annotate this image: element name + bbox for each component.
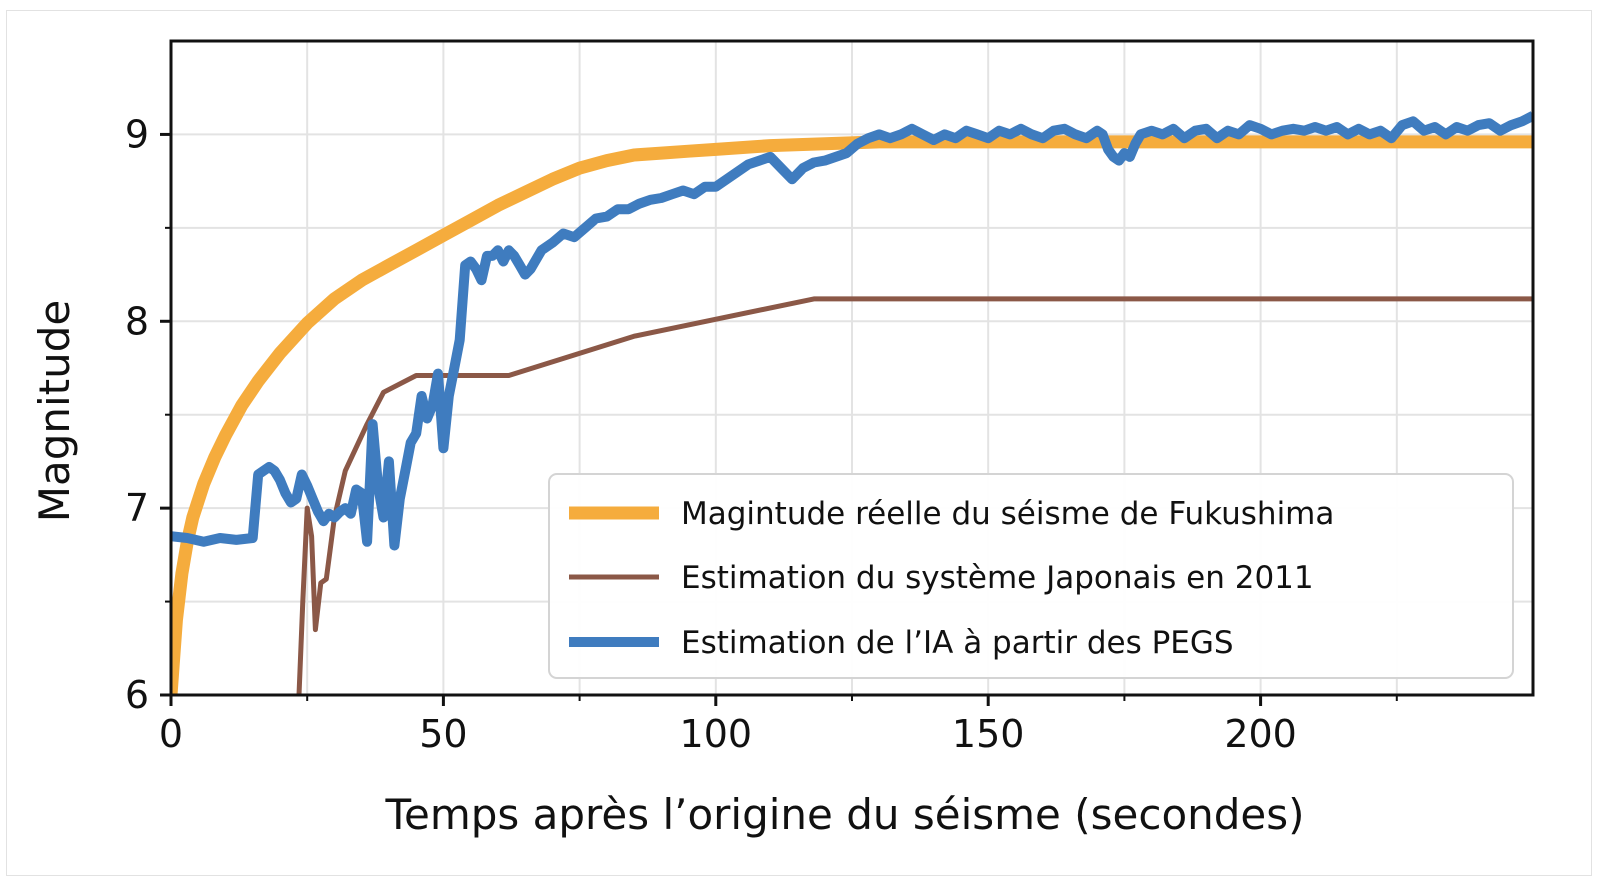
y-tick-label: 6 [125, 673, 149, 717]
tick-labels: 0 50 100 150 200 6 7 8 9 [125, 112, 1297, 756]
legend-label: Estimation de l’IA à partir des PEGS [681, 625, 1234, 661]
y-tick-label: 7 [125, 486, 149, 530]
ticks [160, 132, 1398, 706]
legend-item-japan-estimate: Estimation du système Japonais en 2011 [569, 560, 1314, 596]
legend: Magintude réelle du séisme de Fukushima E… [548, 473, 1514, 679]
x-tick-label: 50 [419, 712, 467, 756]
series-line-ai-estimate [171, 111, 1533, 551]
line-chart: 0 50 100 150 200 6 7 8 9 Temps après l’origine d… [30, 39, 1535, 839]
legend-label: Magintude réelle du séisme de Fukushima [681, 496, 1334, 532]
legend-label: Estimation du système Japonais en 2011 [681, 560, 1314, 596]
legend-item-real-magnitude: Magintude réelle du séisme de Fukushima [569, 496, 1334, 532]
x-tick-label: 150 [952, 712, 1025, 756]
x-axis-title: Temps après l’origine du séisme (seconde… [384, 790, 1304, 839]
chart-frame: 0 50 100 150 200 6 7 8 9 Temps après l’origine d… [6, 10, 1592, 876]
y-axis-title: Magnitude [30, 300, 79, 523]
legend-box [548, 473, 1514, 679]
series-line-japan-estimate [296, 296, 1533, 695]
x-tick-label: 100 [680, 712, 753, 756]
y-tick-label: 8 [125, 299, 149, 343]
series-layer [171, 111, 1533, 695]
x-tick-label: 200 [1224, 712, 1297, 756]
legend-item-ai-estimate: Estimation de l’IA à partir des PEGS [569, 625, 1234, 661]
y-tick-label: 9 [125, 112, 149, 156]
x-tick-label: 0 [159, 712, 183, 756]
